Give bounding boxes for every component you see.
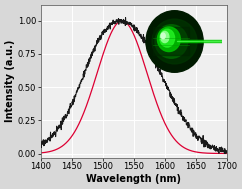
X-axis label: Wavelength (nm): Wavelength (nm) [86,174,181,184]
Y-axis label: Intensity (a.u.): Intensity (a.u.) [5,40,15,122]
